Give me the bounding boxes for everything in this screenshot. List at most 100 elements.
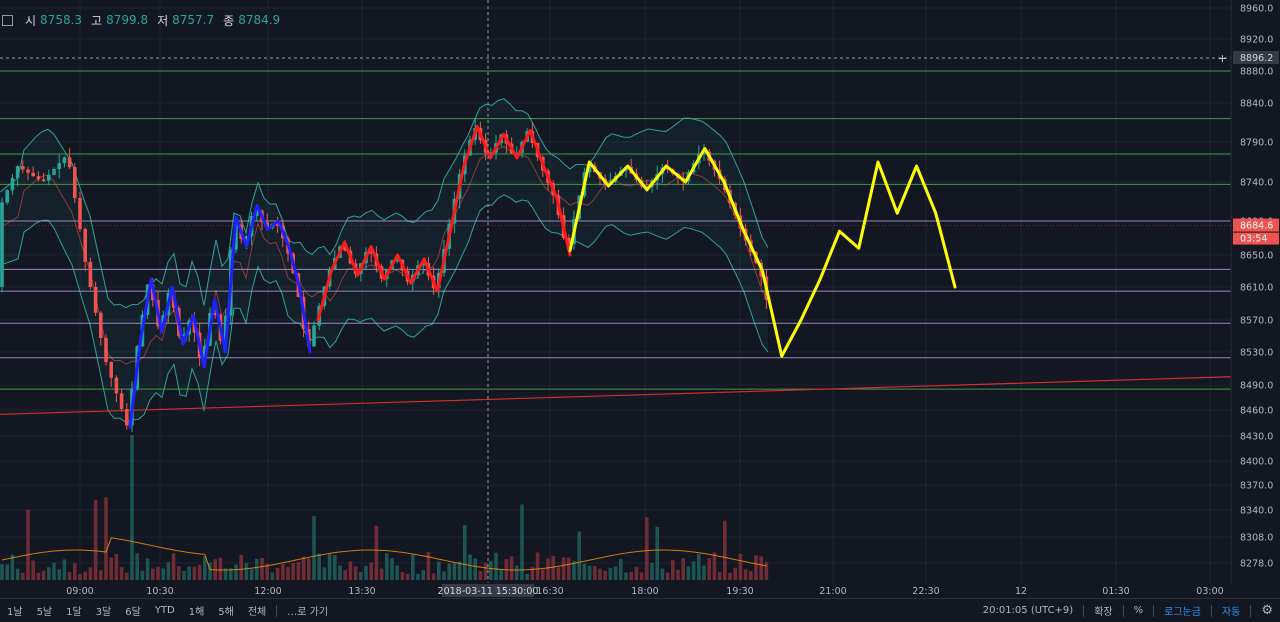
candle-body xyxy=(421,263,425,266)
volume-bar xyxy=(348,561,353,580)
price-tick-label: 8880.0 xyxy=(1240,67,1273,78)
volume-bar xyxy=(629,571,633,580)
candle-body xyxy=(21,166,25,170)
volume-bar xyxy=(166,562,171,580)
price-tick-label: 8370.0 xyxy=(1240,481,1273,492)
volume-bar xyxy=(499,568,503,580)
volume-bar xyxy=(593,566,597,580)
volume-bar xyxy=(312,516,316,580)
auto-scale-button[interactable]: 자동 xyxy=(1221,607,1241,618)
price-tick-label: 8430.0 xyxy=(1240,432,1273,443)
time-axis-ticks: 09:00 10:30 12:00 13:30 16:30 18:00 19:30 21:00… xyxy=(66,586,1223,597)
volume-bar xyxy=(109,557,113,580)
range-all-button[interactable]: 전체 xyxy=(247,607,267,618)
toolbar-right: 20:01:05 (UTC+9) 확장 % 로그눈금 자동 ⚙ xyxy=(976,599,1280,622)
range-3m-button[interactable]: 3달 xyxy=(95,607,112,618)
volume-bar xyxy=(73,563,77,580)
volume-bar xyxy=(442,571,446,580)
goto-date-button[interactable]: …로 가기 xyxy=(287,607,329,618)
volume-bar xyxy=(343,570,347,580)
volume-bar xyxy=(613,566,618,580)
volume-bar xyxy=(265,564,269,580)
time-tick-label: 01:30 xyxy=(1102,586,1129,597)
open-value: 8758.3 xyxy=(40,13,83,27)
range-5d-button[interactable]: 5날 xyxy=(36,607,53,618)
time-tick-label: 12:00 xyxy=(254,586,281,597)
extend-button[interactable]: 확장 xyxy=(1094,607,1113,618)
candle-body xyxy=(395,259,399,262)
volume-bar xyxy=(249,569,254,580)
bottom-toolbar: 1날 5날 1달 3달 6달 YTD 1해 5해 전체 …로 가기 20:01:… xyxy=(0,598,1280,622)
volume-bar xyxy=(192,566,197,580)
candle-body xyxy=(5,190,9,203)
price-tick-label: 8400.0 xyxy=(1240,457,1273,468)
volume-bar xyxy=(457,561,462,580)
range-1m-button[interactable]: 1달 xyxy=(66,607,82,618)
volume-bar xyxy=(681,558,685,580)
volume-bar xyxy=(379,568,384,580)
volume-bar xyxy=(78,573,82,580)
range-ytd-button[interactable]: YTD xyxy=(154,605,175,616)
candle-body xyxy=(31,172,35,177)
volume-bar xyxy=(551,556,555,580)
gear-icon[interactable]: ⚙ xyxy=(1261,603,1273,618)
volume-bar xyxy=(452,563,457,580)
volume-bar xyxy=(717,571,722,580)
volume-bar xyxy=(483,562,488,580)
volume-bar xyxy=(728,572,732,580)
price-tick-label: 8460.0 xyxy=(1240,406,1273,417)
toolbar-divider xyxy=(1083,604,1085,617)
candle-body xyxy=(36,176,41,180)
volume-bar xyxy=(556,567,561,580)
candle-body xyxy=(567,237,571,244)
volume-bar xyxy=(535,552,540,580)
high-label: 고 xyxy=(91,13,103,28)
toolbar-divider xyxy=(276,604,278,617)
volume-bar xyxy=(57,569,61,580)
volume-bar xyxy=(182,570,186,580)
volume-bar xyxy=(738,553,743,580)
bar-countdown-tag-bg xyxy=(1233,232,1279,245)
volume-bar xyxy=(437,561,441,580)
volume-bar xyxy=(619,558,623,580)
time-tick-label: 03:00 xyxy=(1196,586,1223,597)
volume-bar xyxy=(229,568,233,580)
volume-bar xyxy=(301,556,306,580)
range-6m-button[interactable]: 6달 xyxy=(125,607,141,618)
time-tick-label: 21:00 xyxy=(819,586,846,597)
volume-bar xyxy=(530,567,535,580)
volume-bar xyxy=(286,566,290,580)
volume-bar xyxy=(0,564,4,580)
percent-button[interactable]: % xyxy=(1133,605,1144,616)
yellow-drawn-path xyxy=(568,146,957,358)
expand-icon[interactable] xyxy=(2,14,13,26)
volume-bar xyxy=(587,565,592,580)
price-tick-label: 8610.0 xyxy=(1240,283,1273,294)
price-tick-label: 8840.0 xyxy=(1240,99,1273,110)
volume-bar xyxy=(359,571,363,580)
drawn-paths xyxy=(128,124,957,429)
volume-bar xyxy=(270,572,275,580)
volume-bar xyxy=(171,553,176,580)
volume-bar xyxy=(525,573,529,580)
volume-bar xyxy=(374,525,379,580)
volume-bar xyxy=(291,563,295,580)
log-scale-button[interactable]: 로그눈금 xyxy=(1164,607,1201,618)
price-tick-label: 8790.0 xyxy=(1240,138,1273,149)
volume-bar xyxy=(5,564,9,580)
range-1d-button[interactable]: 1날 xyxy=(7,607,23,618)
volume-bar xyxy=(743,569,748,580)
candle-body xyxy=(88,261,93,287)
toolbar-divider xyxy=(1153,604,1155,617)
price-chart[interactable]: 8960.08920.08880.08840.08790.08740.08690… xyxy=(0,0,1280,598)
range-1y-button[interactable]: 1해 xyxy=(188,607,205,618)
volume-bar xyxy=(520,504,524,580)
clock-readout[interactable]: 20:01:05 (UTC+9) xyxy=(982,605,1074,616)
volume-bar xyxy=(31,560,35,580)
volume-bar xyxy=(369,562,373,580)
range-5y-button[interactable]: 5해 xyxy=(218,607,234,618)
time-tick-label: 18:00 xyxy=(631,586,658,597)
volume-bar xyxy=(244,563,249,580)
volume-bar xyxy=(208,562,212,580)
volume-bar xyxy=(239,554,243,580)
